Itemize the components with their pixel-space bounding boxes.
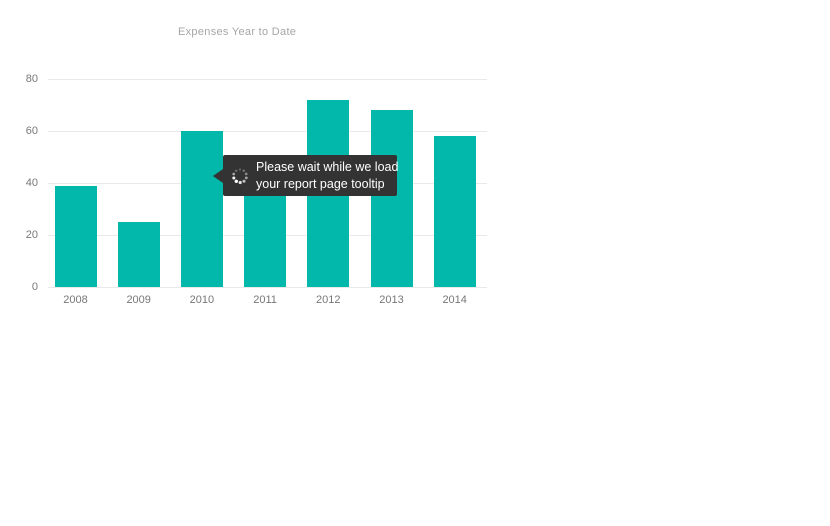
tooltip-message-line2: your report page tooltip: [256, 176, 385, 191]
gridline-y80: [48, 78, 487, 80]
chart-bar-2014[interactable]: [433, 136, 476, 287]
chart-bar-2013[interactable]: [370, 110, 413, 287]
tooltip-arrow: [213, 169, 223, 183]
chart-bar-2008[interactable]: [54, 185, 97, 287]
x-axis-tick-2013: 2013: [379, 294, 404, 306]
x-axis-tick-2012: 2012: [316, 294, 341, 306]
gridline-y0: [48, 286, 487, 288]
chart-bar-2009[interactable]: [117, 222, 160, 287]
y-axis-tick-60: 60: [25, 125, 38, 137]
x-axis-tick-2009: 2009: [126, 294, 151, 306]
x-axis-tick-2010: 2010: [189, 294, 215, 306]
y-axis-tick-80: 80: [25, 73, 38, 85]
loading-spinner-icon: [231, 167, 249, 185]
tooltip-message-line1: Please wait while we load: [256, 159, 399, 174]
y-axis-tick-0: 0: [31, 281, 38, 293]
x-axis-tick-2008: 2008: [63, 294, 88, 306]
x-axis-tick-2011: 2011: [253, 294, 277, 306]
x-axis-tick-2014: 2014: [442, 294, 467, 306]
y-axis-tick-20: 20: [25, 229, 38, 241]
chart-bar-2010[interactable]: [180, 131, 223, 287]
tooltip-message: Please wait while we load your report pa…: [256, 159, 398, 193]
chart-title: Expenses Year to Date: [178, 26, 297, 38]
y-axis-tick-40: 40: [25, 177, 38, 189]
loading-tooltip: Please wait while we load your report pa…: [213, 155, 398, 196]
gridline-y60: [48, 130, 487, 132]
